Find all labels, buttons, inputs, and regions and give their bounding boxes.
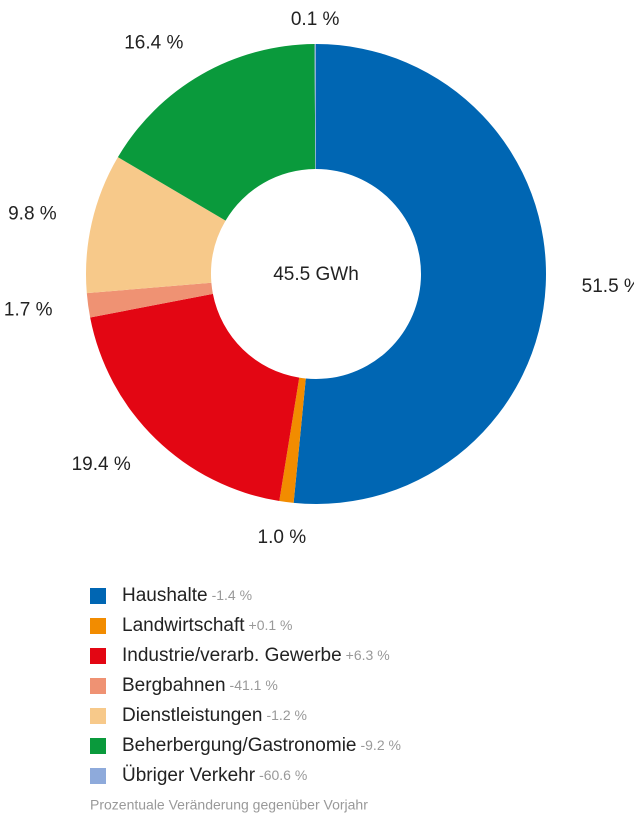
legend-change: +6.3 %	[346, 647, 390, 663]
legend-label: Übriger Verkehr	[122, 765, 256, 786]
legend-change: -60.6 %	[259, 767, 307, 783]
legend-swatch	[90, 588, 106, 604]
legend-swatch	[90, 648, 106, 664]
legend-entry: Beherbergung/Gastronomie -9.2 %	[122, 735, 401, 756]
slice	[90, 293, 300, 502]
note: Prozentuale Veränderung gegenüber Vorjah…	[90, 797, 368, 813]
legend-swatch	[90, 768, 106, 784]
legend-label: Haushalte	[122, 585, 208, 606]
legend-entry: Haushalte -1.4 %	[122, 585, 252, 606]
legend-label: Industrie/verarb. Gewerbe	[122, 645, 342, 666]
slice	[314, 44, 316, 170]
value-label: 51.5 %	[582, 276, 634, 297]
legend-change: +0.1 %	[249, 617, 293, 633]
legend-change: -1.2 %	[266, 707, 306, 723]
legend-swatch	[90, 708, 106, 724]
legend-label: Dienstleistungen	[122, 705, 262, 726]
slice	[293, 44, 547, 504]
legend-swatch	[90, 678, 106, 694]
legend-entry: Landwirtschaft +0.1 %	[122, 615, 293, 636]
legend-swatch	[90, 738, 106, 754]
slice	[117, 44, 316, 221]
value-label: 1.0 %	[258, 527, 307, 548]
value-label: 16.4 %	[124, 32, 183, 53]
center-label: 45.5 GWh	[273, 264, 359, 285]
legend-change: -9.2 %	[360, 737, 400, 753]
slice	[86, 282, 213, 318]
slice	[279, 377, 306, 503]
legend-entry: Übriger Verkehr -60.6 %	[122, 765, 307, 786]
legend-label: Beherbergung/Gastronomie	[122, 735, 356, 756]
value-label: 19.4 %	[72, 454, 131, 475]
value-label: 0.1 %	[291, 9, 340, 30]
legend-change: -41.1 %	[230, 677, 278, 693]
value-label: 1.7 %	[4, 299, 53, 320]
legend-entry: Bergbahnen -41.1 %	[122, 675, 278, 696]
value-label: 9.8 %	[8, 204, 57, 225]
legend-entry: Industrie/verarb. Gewerbe +6.3 %	[122, 645, 390, 666]
legend-label: Bergbahnen	[122, 675, 226, 696]
legend-entry: Dienstleistungen -1.2 %	[122, 705, 307, 726]
legend-change: -1.4 %	[212, 587, 252, 603]
legend-label: Landwirtschaft	[122, 615, 245, 636]
slice	[86, 157, 226, 294]
legend-swatch	[90, 618, 106, 634]
